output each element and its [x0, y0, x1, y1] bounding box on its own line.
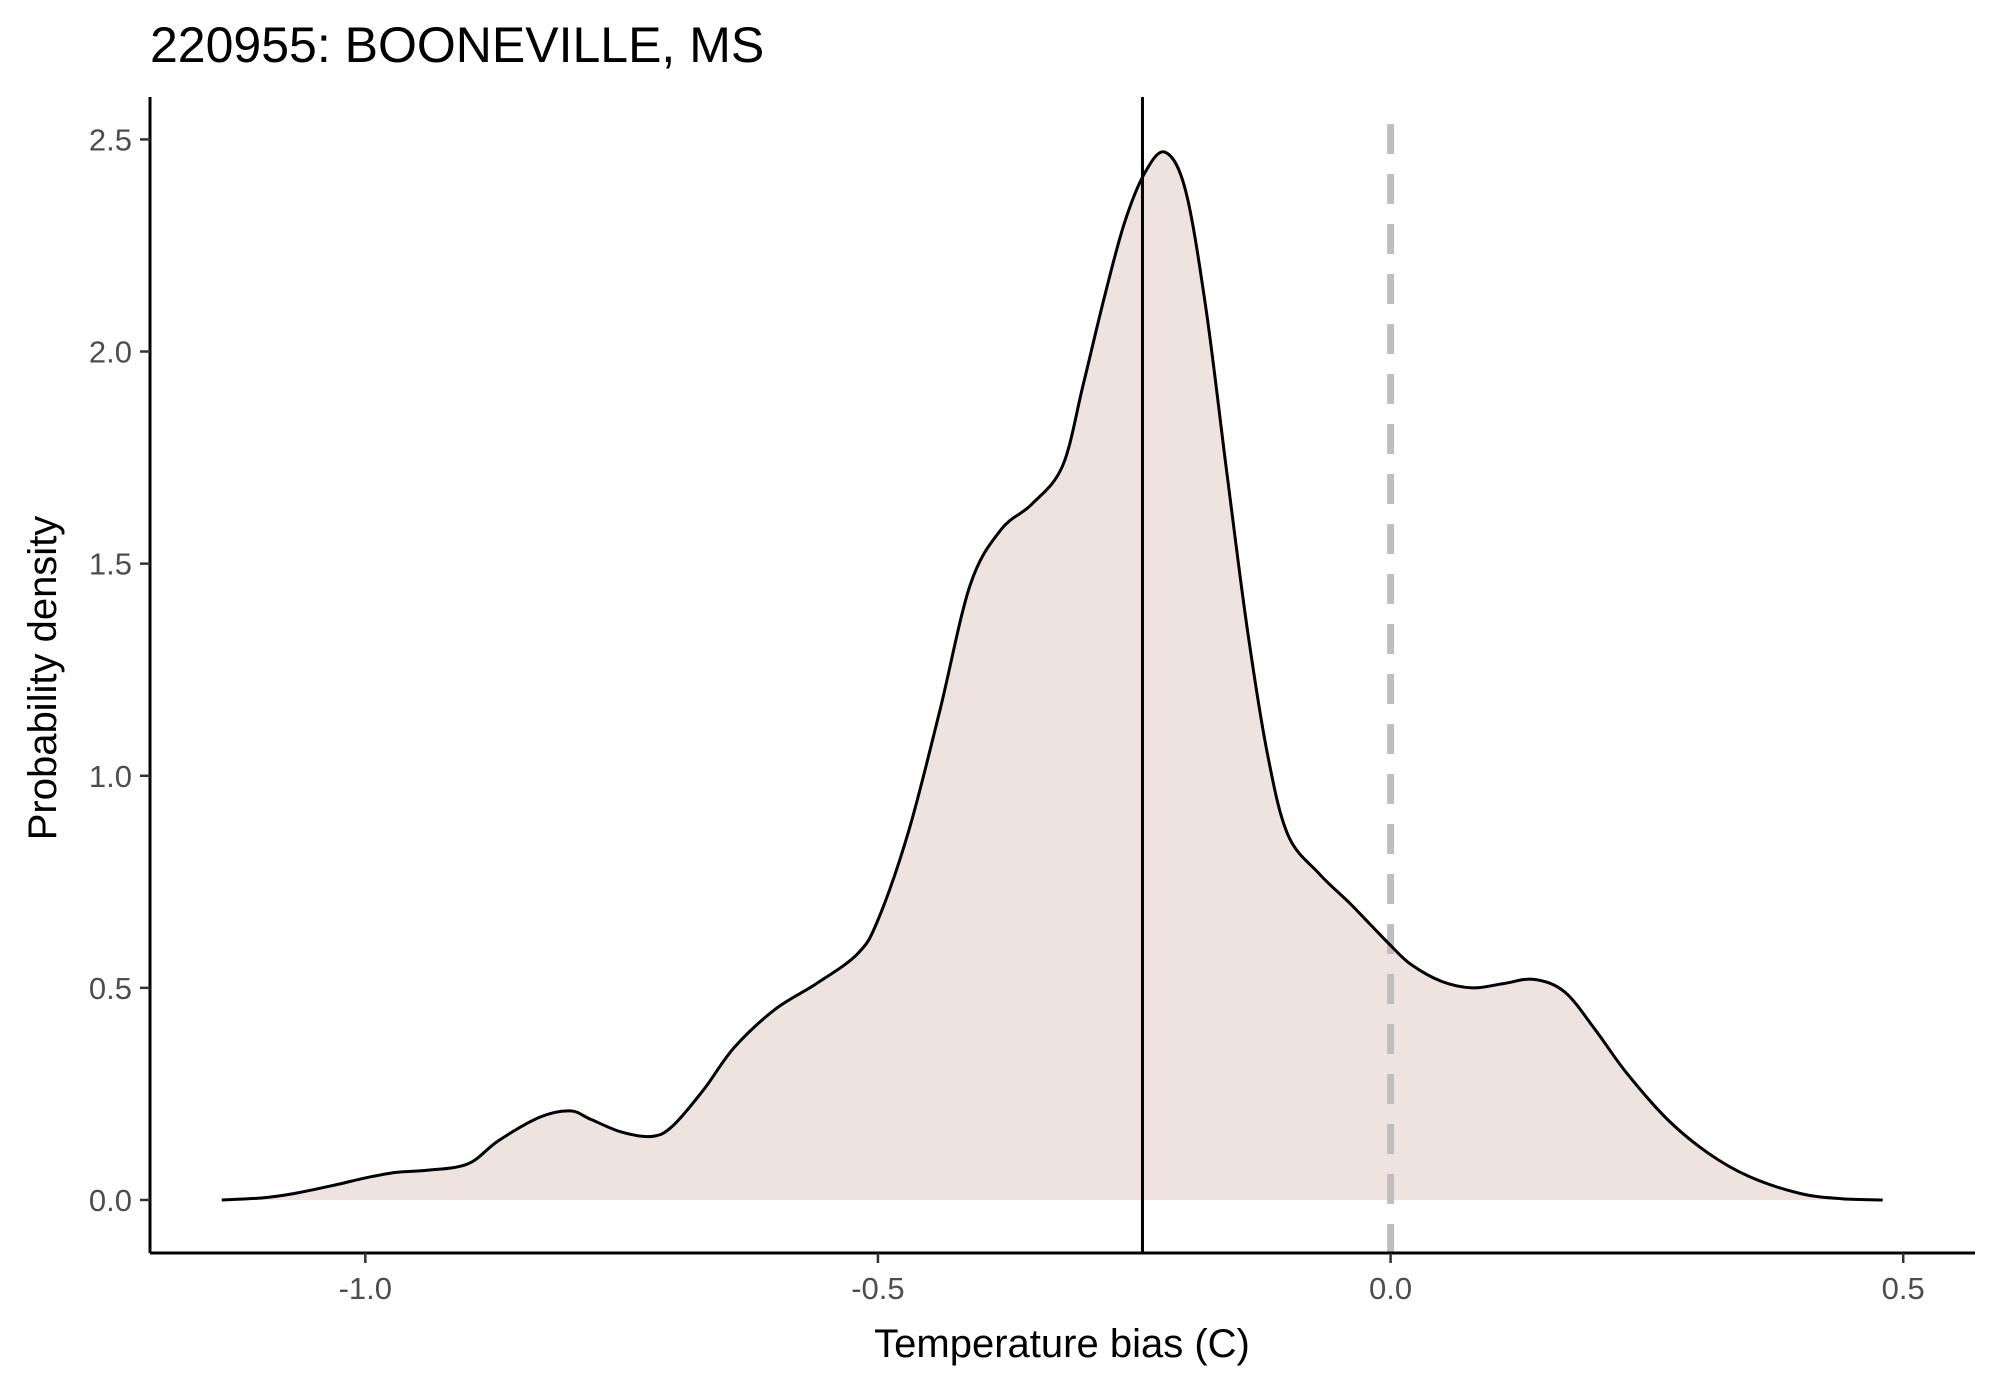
density-curve [221, 150, 1883, 1202]
y-axis-title: Probability density [21, 516, 65, 841]
chart-title: 220955: BOONEVILLE, MS [150, 17, 764, 73]
x-tick-label: -0.5 [851, 1271, 904, 1306]
plot-area [221, 97, 1883, 1253]
y-tick-label: 1.0 [89, 759, 132, 794]
x-tick-label: 0.0 [1369, 1271, 1412, 1306]
y-tick-label: 0.5 [89, 971, 132, 1006]
x-axis-ticks: -1.0 -0.5 0.0 0.5 [339, 1253, 1925, 1306]
y-tick-label: 1.5 [89, 547, 132, 582]
x-tick-label: -1.0 [339, 1271, 392, 1306]
density-area-fill [221, 151, 1883, 1200]
x-axis-title: Temperature bias (C) [874, 1322, 1250, 1366]
x-tick-label: 0.5 [1882, 1271, 1925, 1306]
y-tick-label: 0.0 [89, 1183, 132, 1218]
y-tick-label: 2.5 [89, 122, 132, 157]
y-tick-label: 2.0 [89, 335, 132, 370]
y-axis-ticks: 0.0 0.5 1.0 1.5 2.0 2.5 [89, 122, 150, 1218]
